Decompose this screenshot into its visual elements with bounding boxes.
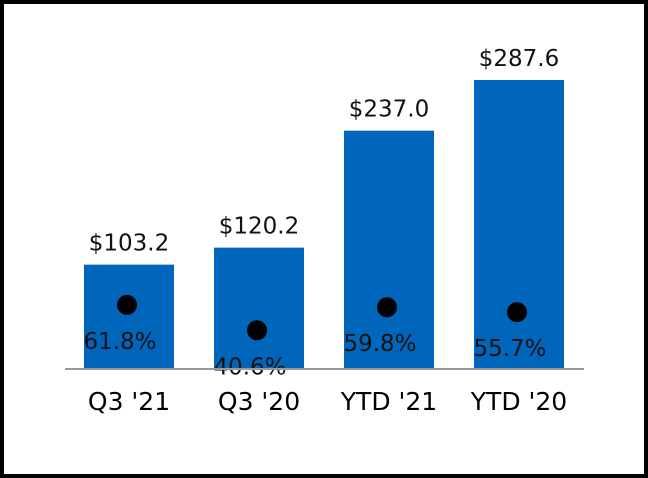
percentage-dot xyxy=(117,294,137,315)
bar-value-label: $120.2 xyxy=(219,214,299,240)
percentage-dot xyxy=(247,320,267,341)
bar-value-label: $103.2 xyxy=(89,231,169,257)
x-tick-label: YTD '20 xyxy=(470,387,567,416)
bar xyxy=(344,130,434,368)
x-tick-labels: Q3 '21 Q3 '20 YTD '21 YTD '20 xyxy=(88,387,567,416)
bar-value-label: $237.0 xyxy=(349,97,429,123)
percentage-dot xyxy=(507,302,527,323)
x-tick-label: Q3 '21 xyxy=(88,387,170,416)
bars-layer: $103.2 61.8% $120.2 40.6% $237.0 59.8% $287.6 5… xyxy=(83,46,564,380)
percentage-label: 55.7% xyxy=(473,336,546,362)
bar xyxy=(474,80,564,368)
x-tick-label: YTD '21 xyxy=(340,387,437,416)
percentage-label: 59.8% xyxy=(343,331,416,357)
percentage-dot xyxy=(377,297,397,318)
bar xyxy=(214,247,304,368)
percentage-label: 61.8% xyxy=(83,329,156,355)
bar xyxy=(84,264,174,368)
bar-value-label: $287.6 xyxy=(479,46,559,72)
percentage-label: 40.6% xyxy=(213,354,286,380)
x-tick-label: Q3 '20 xyxy=(218,387,300,416)
